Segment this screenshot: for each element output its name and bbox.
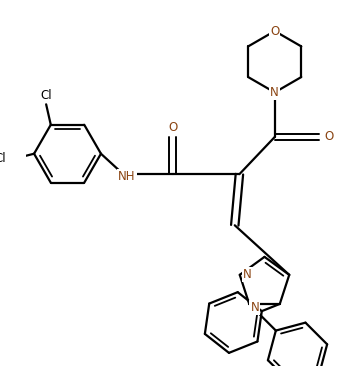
Text: O: O [324, 130, 333, 144]
Text: O: O [270, 25, 280, 38]
Text: Cl: Cl [40, 89, 52, 102]
Text: O: O [168, 121, 177, 134]
Text: NH: NH [118, 169, 136, 183]
Text: N: N [270, 86, 279, 99]
Text: Cl: Cl [0, 152, 7, 165]
Text: N: N [243, 268, 252, 281]
Text: N: N [250, 301, 259, 314]
